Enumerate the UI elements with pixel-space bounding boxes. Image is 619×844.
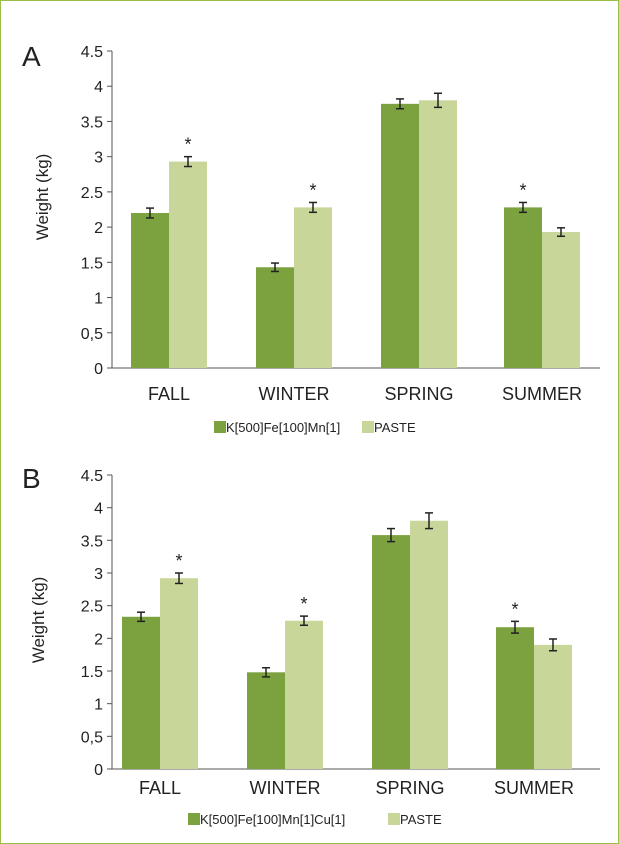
bars: * * * xyxy=(122,512,572,769)
y-tick-label: 3 xyxy=(94,150,103,167)
y-tick-label: 1.5 xyxy=(81,255,103,272)
x-tick-label-summer: SUMMER xyxy=(502,384,582,404)
bars: * * * xyxy=(131,92,580,369)
significance-marker: * xyxy=(309,180,316,200)
x-tick-label-winter: WINTER xyxy=(259,384,330,404)
y-tick-label: 1 xyxy=(94,697,103,714)
x-tick-label-winter: WINTER xyxy=(250,778,321,798)
y-tick-label: 2 xyxy=(94,631,103,648)
legend: K[500]Fe[100]Mn[1] PASTE xyxy=(214,420,416,435)
x-tick-label-spring: SPRING xyxy=(384,384,453,404)
legend-swatch xyxy=(362,421,374,433)
y-tick-label: 0 xyxy=(94,361,103,378)
legend-swatch xyxy=(188,813,200,825)
x-tick-label-fall: FALL xyxy=(139,778,181,798)
legend: K[500]Fe[100]Mn[1]Cu[1] PASTE xyxy=(188,812,442,827)
significance-marker: * xyxy=(511,599,518,619)
bar-winter-series-1 xyxy=(294,207,332,368)
significance-marker: * xyxy=(300,594,307,614)
bar-fall-series-0 xyxy=(131,213,169,368)
y-tick-label: 4.5 xyxy=(81,44,103,61)
bar-spring-series-1 xyxy=(419,100,457,369)
y-tick-labels: 0 0,5 1 1.5 2 2.5 3 3.5 4 4.5 xyxy=(81,468,103,779)
x-tick-label-summer: SUMMER xyxy=(494,778,574,798)
x-tick-label-spring: SPRING xyxy=(375,778,444,798)
legend-label: PASTE xyxy=(400,812,442,827)
y-tick-labels: 0 0,5 1 1.5 2 2.5 3 3.5 4 4.5 xyxy=(81,44,103,378)
bar-spring-series-0 xyxy=(381,103,419,368)
y-tick-label: 1.5 xyxy=(81,664,103,681)
y-tick-label: 3 xyxy=(94,566,103,583)
y-tick-label: 0,5 xyxy=(81,326,103,343)
bar-summer-series-0 xyxy=(496,627,534,769)
bar-spring-series-1 xyxy=(410,520,448,769)
y-tick-label: 1 xyxy=(94,291,103,308)
significance-marker: * xyxy=(184,135,191,155)
chart-panel-b: B Weight (kg) 0 0,5 1 1.5 2 2.5 3 3.5 4 4.5 * * * F… xyxy=(22,463,600,827)
significance-marker: * xyxy=(519,180,526,200)
y-tick-label: 2 xyxy=(94,220,103,237)
y-axis-label: Weight (kg) xyxy=(33,154,52,241)
y-tick-label: 4.5 xyxy=(81,468,103,485)
y-axis-label: Weight (kg) xyxy=(29,577,48,664)
panel-label: A xyxy=(22,41,41,72)
panel-label: B xyxy=(22,463,41,494)
bar-winter-series-1 xyxy=(285,620,323,769)
significance-marker: * xyxy=(175,551,182,571)
bar-summer-series-1 xyxy=(534,644,572,769)
y-tick-label: 2.5 xyxy=(81,599,103,616)
y-tick-label: 3.5 xyxy=(81,114,103,131)
legend-swatch xyxy=(388,813,400,825)
bar-winter-series-0 xyxy=(256,267,294,368)
bar-fall-series-1 xyxy=(160,578,198,769)
y-tick-label: 0 xyxy=(94,762,103,779)
x-tick-labels: FALL WINTER SPRING SUMMER xyxy=(139,778,574,798)
legend-label: K[500]Fe[100]Mn[1]Cu[1] xyxy=(200,812,345,827)
x-tick-label-fall: FALL xyxy=(148,384,190,404)
x-tick-labels: FALL WINTER SPRING SUMMER xyxy=(148,384,582,404)
y-tick-label: 4 xyxy=(94,79,103,96)
y-tick-label: 2.5 xyxy=(81,185,103,202)
legend-label: PASTE xyxy=(374,420,416,435)
bar-fall-series-1 xyxy=(169,161,207,368)
y-tick-label: 4 xyxy=(94,501,103,518)
legend-label: K[500]Fe[100]Mn[1] xyxy=(226,420,340,435)
bar-spring-series-0 xyxy=(372,535,410,769)
y-tick-label: 3.5 xyxy=(81,533,103,550)
bar-summer-series-0 xyxy=(504,207,542,368)
y-tick-label: 0,5 xyxy=(81,729,103,746)
bar-winter-series-0 xyxy=(247,672,285,769)
chart-panel-a: A Weight (kg) 0 0,5 1 1.5 2 2.5 3 3.5 4 4.5 * * * F… xyxy=(22,41,600,435)
legend-swatch xyxy=(214,421,226,433)
bar-fall-series-0 xyxy=(122,616,160,769)
bar-summer-series-1 xyxy=(542,232,580,368)
